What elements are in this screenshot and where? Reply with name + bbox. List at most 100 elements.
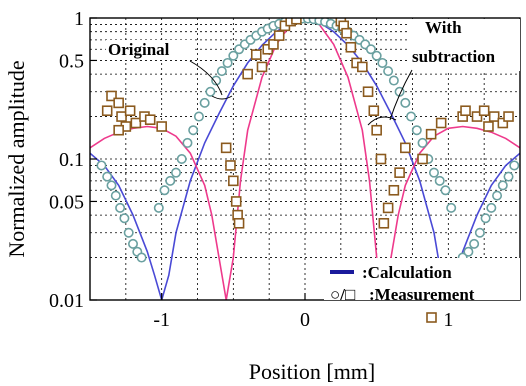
data-point-square bbox=[113, 97, 124, 109]
data-point-circle bbox=[400, 97, 411, 108]
data-point-square bbox=[250, 49, 262, 60]
legend: :Calculation ○/□ :Measurement bbox=[324, 258, 520, 304]
data-point-circle bbox=[110, 190, 121, 201]
x-tick-label: 1 bbox=[443, 309, 453, 331]
legend-square-marker bbox=[426, 312, 437, 323]
data-point-square bbox=[106, 90, 117, 102]
y-tick-label: 0.5 bbox=[59, 50, 84, 72]
x-tick-label: 0 bbox=[300, 309, 310, 331]
data-point-square bbox=[497, 117, 509, 129]
data-point-circle bbox=[165, 175, 176, 186]
annotation-original-pointer bbox=[189, 60, 223, 96]
data-point-square bbox=[435, 117, 447, 129]
data-point-circle bbox=[119, 213, 130, 224]
data-point-circle bbox=[365, 44, 376, 55]
data-point-square bbox=[144, 114, 156, 125]
data-point-circle bbox=[153, 202, 164, 213]
data-point-circle bbox=[428, 167, 439, 178]
data-point-square bbox=[394, 167, 405, 178]
data-point-circle bbox=[176, 154, 187, 165]
data-point-circle bbox=[383, 66, 394, 77]
data-point-circle bbox=[509, 160, 520, 171]
data-point-circle bbox=[486, 202, 497, 213]
y-tick-label: 1 bbox=[74, 8, 84, 30]
data-point-square bbox=[268, 39, 279, 50]
data-point-circle bbox=[222, 57, 233, 68]
axis-ticks: -1 0 1 1 0.5 0.1 0.05 0.01 bbox=[49, 8, 453, 331]
legend-calculation-label: :Calculation bbox=[362, 263, 452, 282]
data-point-square bbox=[357, 61, 368, 73]
data-point-square bbox=[371, 124, 382, 136]
data-point-square bbox=[478, 105, 490, 117]
data-point-circle bbox=[446, 202, 457, 213]
data-point-circle bbox=[115, 202, 126, 213]
data-point-circle bbox=[102, 171, 113, 182]
legend-measurement-label: :Measurement bbox=[369, 285, 475, 304]
data-point-circle bbox=[371, 50, 382, 61]
data-point-circle bbox=[434, 175, 445, 186]
data-point-circle bbox=[497, 180, 508, 191]
annotation-original-label: Original bbox=[108, 40, 170, 59]
y-tick-label: 0.1 bbox=[59, 149, 84, 171]
data-point-circle bbox=[182, 137, 193, 148]
data-point-square bbox=[116, 111, 127, 122]
data-point-circle bbox=[492, 190, 503, 201]
data-point-circle bbox=[440, 185, 451, 196]
data-point-circle bbox=[199, 97, 210, 108]
annotation-with-subtraction-arc bbox=[367, 116, 397, 126]
annotation-with-subtraction-pointer bbox=[389, 69, 413, 121]
annotation-with-label: With bbox=[425, 18, 462, 37]
annotation-subtraction-label: subtraction bbox=[412, 47, 496, 66]
data-point-square bbox=[382, 202, 394, 214]
y-tick-label: 0.01 bbox=[49, 290, 84, 312]
data-point-circle bbox=[377, 57, 388, 68]
data-point-circle bbox=[411, 125, 422, 136]
data-point-circle bbox=[503, 171, 514, 182]
data-point-square bbox=[225, 160, 236, 171]
data-point-circle bbox=[171, 167, 182, 178]
data-point-square bbox=[388, 184, 400, 196]
data-point-square bbox=[425, 128, 437, 140]
data-point-circle bbox=[136, 252, 147, 263]
data-point-square bbox=[291, 18, 302, 25]
data-point-square bbox=[417, 153, 428, 165]
data-point-square bbox=[242, 68, 253, 80]
data-point-circle bbox=[193, 111, 204, 122]
data-point-circle bbox=[388, 75, 399, 86]
x-axis-title: Position [mm] bbox=[249, 359, 376, 384]
x-tick-label: -1 bbox=[153, 309, 170, 331]
annotation-original: Original bbox=[106, 40, 233, 100]
data-point-square bbox=[460, 105, 471, 117]
data-point-circle bbox=[128, 238, 139, 249]
legend-background bbox=[324, 258, 520, 300]
data-point-circle bbox=[406, 111, 417, 122]
data-point-square bbox=[273, 30, 285, 41]
data-point-square bbox=[341, 27, 352, 39]
data-point-circle bbox=[205, 86, 216, 97]
data-point-square bbox=[101, 105, 113, 117]
data-point-square bbox=[124, 105, 136, 117]
data-point-circle bbox=[123, 227, 134, 238]
data-point-square bbox=[378, 217, 390, 229]
data-point-square bbox=[483, 121, 494, 132]
data-point-square bbox=[400, 142, 411, 154]
data-point-circle bbox=[474, 227, 485, 238]
data-point-circle bbox=[463, 246, 474, 257]
data-point-square bbox=[471, 111, 483, 122]
data-point-circle bbox=[216, 66, 227, 77]
data-point-square bbox=[130, 117, 142, 129]
data-point-square bbox=[156, 121, 167, 132]
data-point-circle bbox=[106, 180, 117, 191]
data-point-circle bbox=[188, 125, 199, 136]
data-point-circle bbox=[159, 185, 170, 196]
data-point-circle bbox=[480, 213, 491, 224]
data-point-square bbox=[503, 111, 514, 122]
annotation-original-arc bbox=[211, 95, 233, 100]
data-point-square bbox=[233, 217, 245, 229]
data-point-square bbox=[362, 86, 374, 98]
data-point-circle bbox=[228, 50, 239, 61]
data-point-square bbox=[368, 105, 380, 117]
data-point-square bbox=[345, 41, 357, 53]
y-tick-label: 0.05 bbox=[49, 191, 84, 213]
